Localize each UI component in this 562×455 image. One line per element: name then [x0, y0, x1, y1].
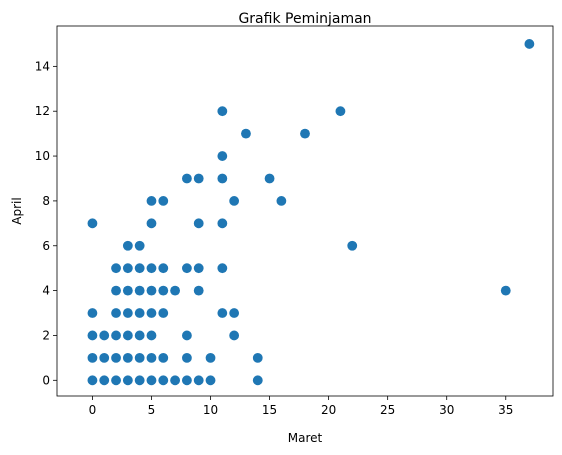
plot-frame — [56, 25, 554, 397]
x-tick-label: 5 — [148, 403, 156, 417]
scatter-point — [146, 263, 157, 274]
scatter-point — [158, 375, 169, 386]
scatter-point — [264, 173, 275, 184]
scatter-point — [241, 128, 251, 139]
y-tick-label: 8 — [42, 194, 50, 208]
scatter-point — [158, 352, 169, 363]
scatter-point — [122, 263, 133, 274]
x-tick-label: 35 — [498, 403, 513, 417]
scatter-point — [158, 308, 169, 318]
scatter-point — [134, 263, 145, 274]
scatter-point — [111, 330, 121, 341]
scatter-point — [276, 196, 287, 206]
scatter-point — [87, 308, 98, 318]
scatter-point — [300, 128, 310, 139]
scatter-point — [158, 263, 169, 274]
y-tick-label: 6 — [42, 239, 50, 253]
scatter-point — [193, 375, 204, 386]
scatter-point — [182, 375, 192, 386]
axis-ticks: 0 5 10 15 20 25 30 35 0 2 4 6 8 10 12 14 — [35, 59, 514, 417]
scatter-point — [146, 196, 157, 206]
scatter-point — [217, 151, 228, 161]
scatter-point — [111, 285, 121, 296]
scatter-point — [99, 330, 110, 341]
scatter-point — [99, 352, 110, 363]
scatter-point — [122, 330, 133, 341]
scatter-point — [252, 375, 263, 386]
x-tick-label: 20 — [321, 403, 336, 417]
scatter-point — [500, 285, 511, 296]
scatter-point — [229, 196, 240, 206]
scatter-point — [111, 352, 121, 363]
scatter-point — [205, 352, 216, 363]
scatter-point — [87, 352, 98, 363]
scatter-point — [193, 285, 204, 296]
scatter-point — [229, 308, 240, 318]
scatter-point — [217, 106, 228, 117]
scatter-point — [122, 375, 133, 386]
scatter-point — [146, 375, 157, 386]
scatter-point — [87, 218, 98, 229]
scatter-point — [134, 240, 145, 251]
y-axis-label: April — [10, 197, 24, 224]
scatter-point — [252, 352, 263, 363]
y-tick-label: 12 — [35, 104, 50, 118]
scatter-point — [205, 375, 216, 386]
data-points — [87, 39, 535, 386]
scatter-point — [193, 218, 204, 229]
scatter-point — [122, 240, 133, 251]
x-tick-label: 0 — [89, 403, 97, 417]
scatter-point — [146, 285, 157, 296]
scatter-point — [122, 308, 133, 318]
scatter-point — [87, 375, 98, 386]
scatter-point — [170, 375, 180, 386]
scatter-point — [111, 263, 121, 274]
x-tick-label: 25 — [380, 403, 395, 417]
scatter-point — [229, 330, 240, 341]
scatter-point — [158, 285, 169, 296]
scatter-point — [146, 218, 157, 229]
y-tick-label: 2 — [42, 328, 50, 342]
scatter-point — [347, 240, 358, 251]
scatter-point — [182, 263, 192, 274]
y-tick-label: 14 — [35, 59, 50, 73]
x-axis-label: Maret — [288, 431, 323, 445]
scatter-point — [146, 308, 157, 318]
scatter-point — [158, 196, 169, 206]
scatter-point — [146, 330, 157, 341]
scatter-point — [134, 375, 145, 386]
scatter-point — [217, 173, 228, 184]
scatter-point — [217, 263, 228, 274]
chart-title: Grafik Peminjaman — [238, 11, 371, 27]
scatter-point — [111, 375, 121, 386]
scatter-point — [182, 352, 192, 363]
x-tick-label: 15 — [262, 403, 277, 417]
y-tick-label: 0 — [42, 373, 50, 387]
scatter-point — [170, 285, 180, 296]
scatter-point — [122, 352, 133, 363]
scatter-point — [87, 330, 98, 341]
scatter-point — [99, 375, 110, 386]
scatter-point — [217, 218, 228, 229]
scatter-point — [335, 106, 346, 117]
scatter-point — [134, 285, 145, 296]
scatter-point — [111, 308, 121, 318]
scatter-point — [182, 330, 192, 341]
scatter-point — [134, 352, 145, 363]
scatter-point — [146, 352, 157, 363]
scatter-point — [134, 330, 145, 341]
y-tick-label: 10 — [35, 149, 50, 163]
x-tick-label: 30 — [439, 403, 454, 417]
scatter-point — [122, 285, 133, 296]
scatter-point — [134, 308, 145, 318]
scatter-point — [217, 308, 228, 318]
scatter-point — [182, 173, 192, 184]
y-tick-label: 4 — [42, 284, 50, 298]
scatter-point — [193, 173, 204, 184]
x-tick-label: 10 — [203, 403, 218, 417]
scatter-point — [524, 39, 535, 49]
scatter-point — [193, 263, 204, 274]
